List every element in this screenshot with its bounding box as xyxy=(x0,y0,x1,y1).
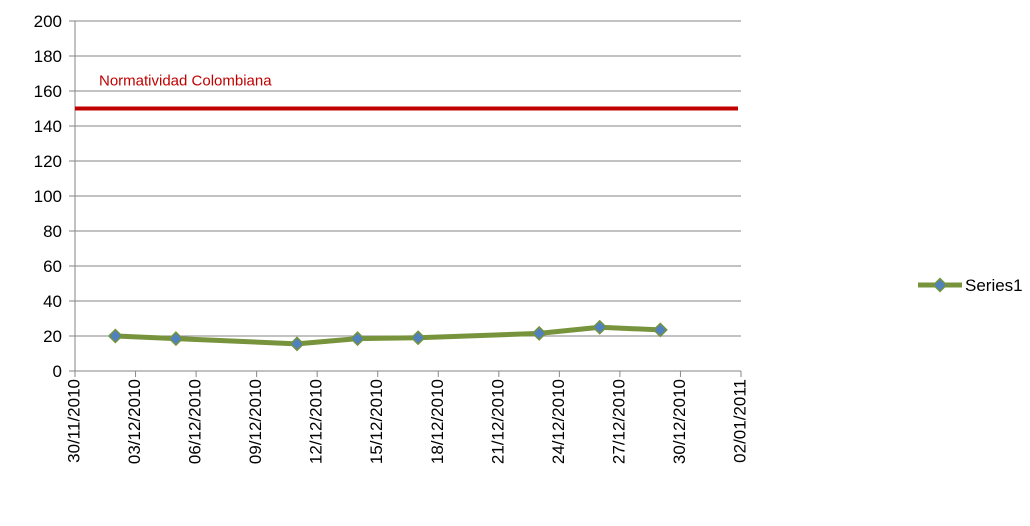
x-tick-label: 18/12/2010 xyxy=(428,379,447,464)
x-tick-label: 24/12/2010 xyxy=(549,379,568,464)
x-tick-label: 03/12/2010 xyxy=(125,379,144,464)
y-tick-label: 180 xyxy=(34,47,62,66)
y-tick-label: 160 xyxy=(34,82,62,101)
reference-line-label: Normatividad Colombiana xyxy=(99,73,272,90)
data-point-marker xyxy=(652,322,668,338)
y-tick-label: 120 xyxy=(34,152,62,171)
x-tick-label: 02/01/2011 xyxy=(730,379,749,463)
data-point-marker xyxy=(531,325,547,341)
legend-label: Series1 xyxy=(965,276,1023,295)
x-tick-label: 30/12/2010 xyxy=(670,379,689,464)
y-tick-label: 40 xyxy=(43,292,62,311)
y-tick-label: 140 xyxy=(34,117,62,136)
data-point-marker xyxy=(168,331,184,347)
x-tick-label: 12/12/2010 xyxy=(307,379,326,464)
legend-marker xyxy=(932,277,948,293)
x-tick-label: 09/12/2010 xyxy=(246,379,265,464)
data-point-marker xyxy=(289,336,305,352)
x-tick-label: 30/11/2010 xyxy=(64,379,83,463)
y-tick-label: 0 xyxy=(53,362,62,381)
data-point-marker xyxy=(592,319,608,335)
y-tick-label: 80 xyxy=(43,222,62,241)
x-tick-label: 06/12/2010 xyxy=(186,379,205,464)
series-line xyxy=(115,324,661,347)
y-tick-label: 100 xyxy=(34,187,62,206)
y-tick-label: 20 xyxy=(43,327,62,346)
x-tick-label: 27/12/2010 xyxy=(609,379,628,464)
x-tick-label: 21/12/2010 xyxy=(488,379,507,464)
data-point-marker xyxy=(410,330,426,346)
data-point-marker xyxy=(349,331,366,347)
x-tick-label: 15/12/2010 xyxy=(367,379,386,464)
data-point-marker xyxy=(107,328,123,344)
y-tick-label: 60 xyxy=(43,257,62,276)
y-tick-label: 200 xyxy=(34,12,62,31)
